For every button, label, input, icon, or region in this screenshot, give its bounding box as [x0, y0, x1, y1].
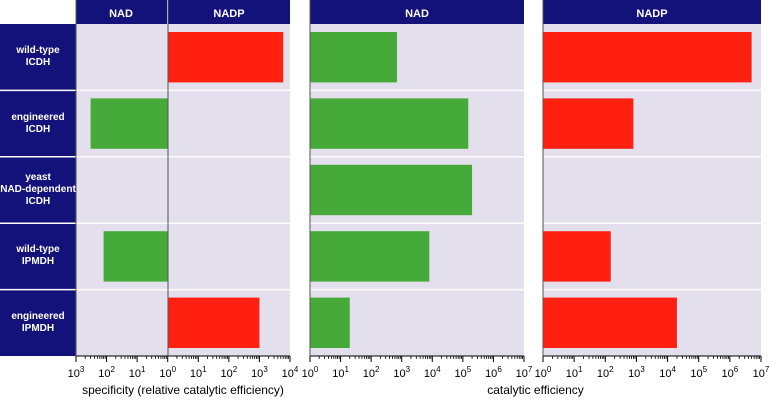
- header-cat-nadp-bg: [543, 0, 761, 24]
- x-tick-label: 107: [516, 365, 533, 380]
- row-label: wild-type IPMDH: [16, 244, 60, 268]
- header-spec-nad-bg: [76, 0, 167, 24]
- x-tick-label: 103: [393, 365, 410, 380]
- x-tick-label: 101: [332, 365, 349, 380]
- row-label: yeast NAD-dependent ICDH: [0, 171, 76, 207]
- row-label-column: [0, 24, 76, 356]
- row-label: engineered ICDH: [11, 111, 65, 135]
- bar-panel2-row4: [543, 297, 677, 348]
- bar-panel1-row3: [310, 231, 430, 282]
- x-tick-label: 103: [251, 365, 268, 380]
- x-tick-label: 106: [485, 365, 502, 380]
- row-label: wild-type ICDH: [16, 45, 60, 69]
- header-spec-nadp-bg: [168, 0, 290, 24]
- x-tick-label: 102: [363, 365, 380, 380]
- x-tick-label: 101: [566, 365, 583, 380]
- x-tick-label: 107: [753, 365, 769, 380]
- bar-panel1-row2: [310, 164, 473, 216]
- x-tick-label: 105: [455, 365, 472, 380]
- bar-panel1-row1: [310, 98, 469, 149]
- x-tick-label: 102: [98, 365, 115, 380]
- bar-panel1-row0: [310, 32, 397, 83]
- header-spec-nadp: NADP: [213, 8, 244, 20]
- x-tick-label: 104: [659, 365, 676, 380]
- header-cat-nad-bg: [310, 0, 524, 24]
- bar-panel0-row0: [167, 32, 284, 83]
- x-tick-label: 106: [722, 365, 739, 380]
- x-tick-label: 100: [159, 365, 176, 380]
- catalytic-axis-title: catalytic efficiency: [487, 383, 584, 397]
- bar-panel0-row4: [167, 297, 260, 348]
- bar-panel0-row3: [103, 231, 168, 282]
- header-spec-nad: NAD: [109, 8, 133, 20]
- bar-panel2-row1: [543, 98, 634, 149]
- header-cat-nadp: NADP: [636, 8, 667, 20]
- bar-panel0-row1: [90, 98, 168, 149]
- row-label: engineered IPMDH: [11, 310, 65, 334]
- x-tick-label: 102: [221, 365, 238, 380]
- specificity-axis-title: specificity (relative catalytic efficien…: [82, 383, 284, 397]
- bar-panel2-row0: [543, 32, 752, 83]
- axes-layer: 103 102 101 100 101 102 103 104 100 101 102 103 104 1…: [68, 0, 769, 380]
- x-tick-label: 103: [68, 365, 85, 380]
- header-cat-nad: NAD: [405, 8, 429, 20]
- bars-layer: [90, 32, 752, 348]
- x-tick-label: 100: [535, 365, 552, 380]
- x-tick-label: 105: [690, 365, 707, 380]
- bar-panel2-row3: [543, 231, 611, 282]
- x-tick-label: 103: [628, 365, 645, 380]
- x-tick-label: 100: [302, 365, 319, 380]
- bar-panel1-row4: [310, 297, 350, 348]
- x-tick-label: 102: [597, 365, 614, 380]
- x-tick-label: 101: [129, 365, 146, 380]
- x-tick-label: 101: [190, 365, 207, 380]
- row-separators: [0, 89, 761, 291]
- x-tick-label: 104: [424, 365, 441, 380]
- x-tick-label: 104: [282, 365, 299, 380]
